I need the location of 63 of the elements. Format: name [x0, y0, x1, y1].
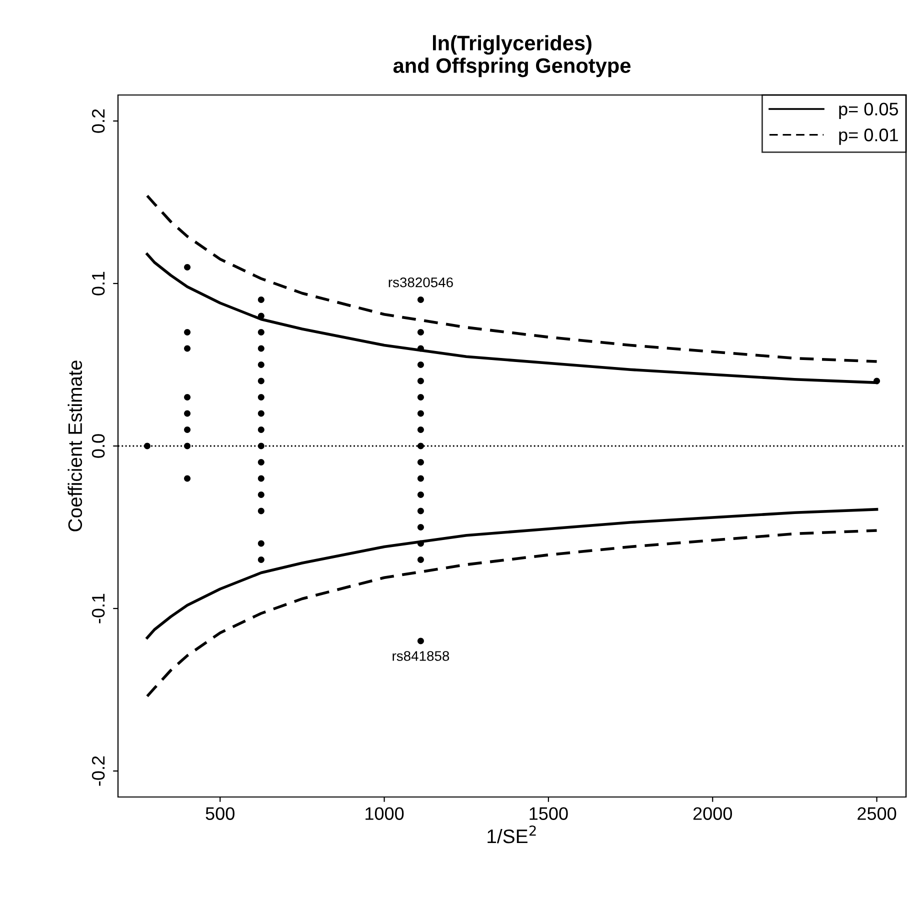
legend-label: p= 0.05 — [839, 102, 898, 120]
point — [184, 328, 191, 336]
y-tick-label: 0.1 — [92, 272, 105, 296]
point — [184, 426, 191, 434]
point — [258, 296, 264, 304]
y-axis-title: Coefficient Estimate — [68, 360, 82, 532]
point — [417, 345, 424, 352]
point — [417, 442, 424, 450]
point — [184, 475, 191, 482]
point — [417, 378, 424, 384]
point — [417, 410, 424, 417]
point — [184, 442, 191, 450]
x-tick-label: 500 — [206, 807, 234, 820]
x-tick-label: 1500 — [530, 807, 568, 820]
point — [258, 426, 264, 434]
point — [417, 426, 424, 434]
point — [417, 540, 424, 547]
point — [417, 296, 424, 304]
y-tick-label: -0.2 — [92, 756, 105, 786]
point — [258, 410, 264, 417]
x-axis-title: 1/SE$^{2}$ — [488, 826, 536, 844]
point — [258, 312, 264, 320]
point — [417, 458, 424, 466]
point — [184, 410, 191, 417]
line-series — [146, 529, 878, 698]
line-series — [146, 508, 878, 640]
chart-title: ln(Triglycerides) and Offspring Genotype — [393, 35, 631, 78]
point — [258, 556, 264, 564]
point — [417, 394, 424, 401]
point — [258, 394, 264, 401]
line-series — [146, 194, 878, 363]
point — [258, 508, 264, 514]
point — [417, 328, 424, 336]
x-tick-label: 2500 — [858, 807, 896, 820]
x-tick-label: 2000 — [693, 807, 732, 820]
y-tick-label: 0.0 — [92, 434, 105, 458]
annotation: rs3820546 — [388, 277, 453, 288]
point — [874, 378, 880, 384]
point — [258, 378, 264, 384]
point — [258, 345, 264, 352]
point — [258, 442, 264, 450]
point — [417, 638, 424, 644]
point — [184, 394, 191, 401]
point — [417, 491, 424, 498]
point — [184, 345, 191, 352]
point — [144, 442, 150, 450]
point — [417, 556, 424, 564]
point — [258, 540, 264, 547]
point — [258, 361, 264, 368]
legend-label: p= 0.01 — [839, 128, 898, 145]
point — [258, 491, 264, 498]
point — [417, 508, 424, 514]
y-tick-label: -0.1 — [92, 594, 105, 624]
point — [258, 328, 264, 336]
point — [258, 458, 264, 466]
point — [184, 264, 191, 271]
x-tick-label: 1000 — [366, 807, 404, 820]
annotation: rs841858 — [392, 651, 450, 661]
point — [417, 361, 424, 368]
point — [417, 475, 424, 482]
y-tick-label: 0.2 — [92, 109, 105, 133]
point — [417, 524, 424, 531]
point — [258, 475, 264, 482]
